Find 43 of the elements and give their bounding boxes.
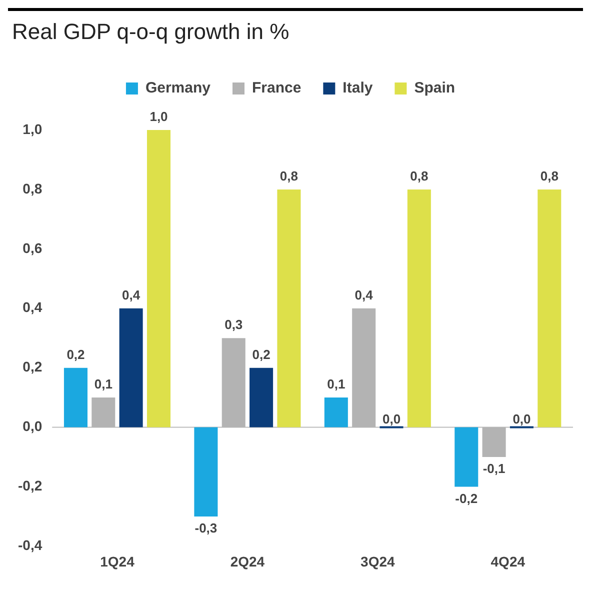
bar [146, 130, 170, 428]
data-label: 0,8 [280, 168, 298, 184]
legend-label: Germany [145, 80, 212, 97]
x-tick-label: 1Q24 [100, 553, 135, 570]
bar [250, 368, 274, 428]
y-tick-label: 0,4 [22, 299, 42, 316]
data-label: -0,1 [482, 461, 506, 476]
data-label: 0,4 [354, 287, 374, 302]
y-tick-label: 0,0 [22, 418, 42, 434]
data-label: -0,3 [194, 520, 218, 536]
bar [324, 398, 348, 428]
legend-label: Italy [342, 80, 374, 97]
y-tick-label: -0,2 [18, 478, 42, 494]
data-label: -0,2 [455, 490, 478, 506]
x-tick-label: 3Q24 [360, 553, 396, 570]
data-label: 0,1 [327, 376, 346, 392]
y-tick-label: 0,8 [22, 180, 42, 196]
chart-title: Real GDP q-o-q growth in % [11, 18, 290, 46]
data-label: 0,1 [94, 376, 112, 392]
data-label: 1,0 [150, 109, 168, 124]
y-tick-label: 1,0 [22, 120, 42, 137]
bar [194, 427, 218, 516]
y-tick-label: 0,2 [22, 358, 42, 375]
bar [64, 368, 88, 428]
x-tick-label: 4Q24 [490, 553, 526, 570]
data-label: 0,0 [382, 411, 401, 426]
y-tick-label: -0,4 [18, 537, 42, 554]
y-tick-label: 0,6 [22, 240, 42, 256]
data-label: 0,4 [122, 287, 141, 302]
legend-label: France [252, 80, 302, 97]
data-label: 0,8 [410, 168, 428, 184]
bar [538, 189, 562, 428]
data-label: 0,2 [66, 346, 85, 362]
data-label: 0,8 [540, 168, 558, 184]
data-label: 0,0 [512, 411, 531, 426]
data-label: 0,2 [252, 346, 270, 362]
legend-label: Spain [414, 80, 456, 97]
data-label: 0,3 [224, 317, 243, 332]
bar [277, 189, 301, 428]
bar [454, 427, 478, 487]
bar [119, 308, 143, 428]
bar [407, 189, 431, 428]
x-tick-label: 2Q24 [230, 553, 265, 570]
